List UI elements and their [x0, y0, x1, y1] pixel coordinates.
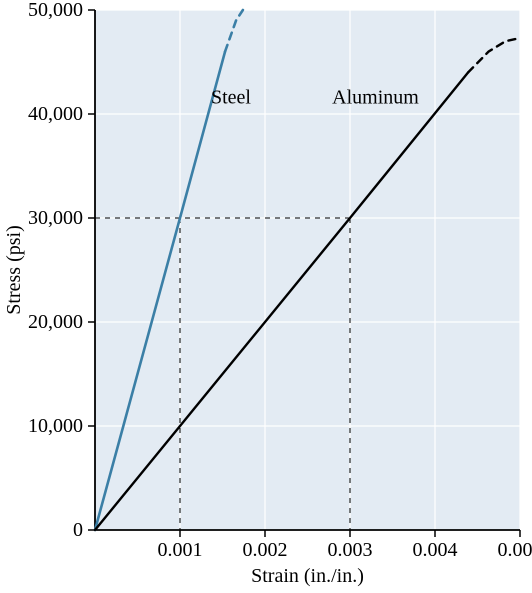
chart-svg: Steel Aluminum 0 10,000 20,000 30,000 40,000 50… — [0, 0, 532, 593]
svg-text:10,000: 10,000 — [28, 415, 83, 437]
svg-text:0.003: 0.003 — [328, 539, 373, 561]
stress-strain-chart: Steel Aluminum 0 10,000 20,000 30,000 40,000 50… — [0, 0, 532, 593]
svg-text:Aluminum: Aluminum — [332, 87, 419, 109]
svg-text:0.002: 0.002 — [243, 539, 288, 561]
svg-text:Steel: Steel — [211, 87, 251, 109]
svg-text:Stress (psi): Stress (psi) — [3, 225, 25, 314]
svg-text:0.005: 0.005 — [498, 539, 532, 561]
svg-text:40,000: 40,000 — [28, 103, 83, 125]
svg-text:50,000: 50,000 — [28, 0, 83, 21]
svg-text:Strain (in./in.): Strain (in./in.) — [251, 565, 364, 587]
svg-text:20,000: 20,000 — [28, 311, 83, 333]
svg-text:0.001: 0.001 — [158, 539, 203, 561]
svg-text:0.004: 0.004 — [413, 539, 458, 561]
svg-text:30,000: 30,000 — [28, 207, 83, 229]
svg-text:0: 0 — [73, 519, 83, 541]
